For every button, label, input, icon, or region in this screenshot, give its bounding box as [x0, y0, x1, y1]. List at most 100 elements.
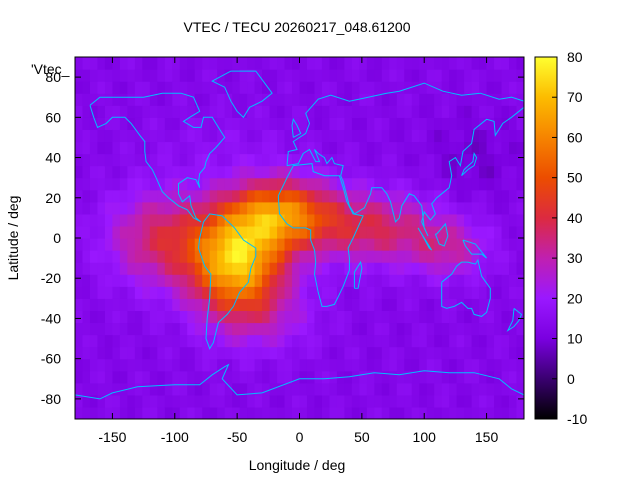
heatmap-cell: [516, 213, 524, 227]
heatmap-cell: [329, 165, 338, 179]
heatmap-cell: [179, 225, 188, 239]
x-tick-label: 0: [296, 429, 304, 445]
heatmap-cell: [419, 274, 428, 287]
heatmap-cell: [336, 141, 345, 155]
heatmap-cell: [329, 394, 338, 408]
heatmap-cell: [501, 81, 510, 94]
heatmap-cell: [239, 298, 248, 311]
heatmap-cell: [411, 358, 420, 372]
heatmap-cell: [351, 322, 360, 336]
heatmap-cell: [299, 394, 308, 408]
heatmap-cell: [232, 117, 241, 130]
heatmap-cell: [89, 153, 99, 167]
heatmap-cell: [82, 165, 91, 179]
heatmap-cell: [389, 201, 398, 215]
heatmap-cell: [134, 177, 143, 191]
heatmap-cell: [104, 322, 114, 336]
heatmap-cell: [269, 129, 278, 143]
y-tick-label: 20: [45, 190, 61, 206]
heatmap-cell: [127, 238, 136, 251]
heatmap-cell: [232, 382, 241, 396]
heatmap-cell: [157, 298, 166, 311]
heatmap-cell: [75, 117, 84, 130]
heatmap-cell: [494, 201, 503, 215]
heatmap-cell: [359, 141, 368, 155]
heatmap-cell: [89, 298, 99, 311]
heatmap-cell: [396, 310, 405, 324]
heatmap-cell: [419, 153, 428, 167]
heatmap-cell: [336, 105, 345, 118]
colorbar-tick-label: 70: [567, 89, 583, 105]
heatmap-cell: [359, 382, 368, 396]
heatmap-cell: [306, 382, 316, 396]
heatmap-cell: [224, 129, 233, 143]
heatmap-cell: [142, 105, 151, 118]
heatmap-cell: [179, 238, 188, 251]
y-tick-label: -40: [41, 310, 61, 326]
heatmap-cell: [224, 382, 233, 396]
heatmap-cell: [112, 225, 121, 239]
heatmap-cell: [381, 165, 390, 179]
heatmap-cell: [434, 358, 443, 372]
heatmap-cell: [209, 358, 218, 372]
heatmap-cell: [119, 69, 128, 82]
heatmap-cell: [441, 238, 450, 251]
heatmap-cell: [104, 298, 114, 311]
heatmap-cell: [112, 213, 121, 227]
heatmap-cell: [232, 310, 241, 324]
heatmap-cell: [75, 177, 84, 191]
heatmap-cell: [284, 406, 293, 419]
heatmap-cell: [224, 394, 233, 408]
heatmap-cell: [344, 57, 353, 70]
heatmap-cell: [134, 189, 143, 203]
heatmap-cell: [232, 81, 241, 94]
heatmap-cell: [232, 213, 241, 227]
heatmap-cell: [306, 213, 316, 227]
heatmap-cell: [389, 298, 398, 311]
heatmap-cell: [269, 153, 278, 167]
heatmap-cell: [142, 153, 151, 167]
heatmap-cell: [366, 370, 375, 384]
heatmap-cell: [501, 406, 510, 419]
heatmap-cell: [97, 129, 106, 143]
heatmap-cell: [247, 213, 256, 227]
heatmap-cell: [202, 81, 211, 94]
heatmap-cell: [75, 69, 84, 82]
heatmap-cell: [389, 238, 398, 251]
heatmap-cell: [284, 117, 293, 130]
heatmap-cell: [509, 69, 518, 82]
heatmap-cell: [381, 382, 390, 396]
heatmap-cell: [509, 213, 518, 227]
heatmap-cell: [164, 153, 173, 167]
heatmap-cell: [359, 69, 368, 82]
heatmap-cell: [232, 93, 241, 106]
heatmap-cell: [269, 322, 278, 336]
heatmap-cell: [232, 105, 241, 118]
heatmap-cell: [381, 201, 390, 215]
heatmap-cell: [344, 250, 353, 263]
heatmap-cell: [336, 129, 345, 143]
heatmap-cell: [149, 153, 158, 167]
heatmap-cell: [179, 141, 188, 155]
heatmap-cell: [411, 69, 420, 82]
heatmap-cell: [89, 370, 99, 384]
heatmap-cell: [119, 358, 128, 372]
heatmap-cell: [464, 153, 473, 167]
heatmap-cell: [97, 406, 106, 419]
heatmap-cell: [299, 406, 308, 419]
heatmap-cell: [321, 382, 331, 396]
heatmap-cell: [157, 225, 166, 239]
heatmap-cell: [426, 406, 435, 419]
heatmap-cell: [396, 358, 405, 372]
heatmap-cell: [516, 238, 524, 251]
heatmap-cell: [501, 69, 510, 82]
y-tick-label: 0: [53, 230, 61, 246]
heatmap-cell: [89, 262, 99, 275]
heatmap-cell: [232, 250, 241, 263]
heatmap-cell: [366, 394, 375, 408]
heatmap-cell: [209, 69, 218, 82]
heatmap-cell: [299, 189, 308, 203]
heatmap-cell: [501, 262, 510, 275]
heatmap-cell: [509, 165, 518, 179]
heatmap-cell: [329, 141, 338, 155]
